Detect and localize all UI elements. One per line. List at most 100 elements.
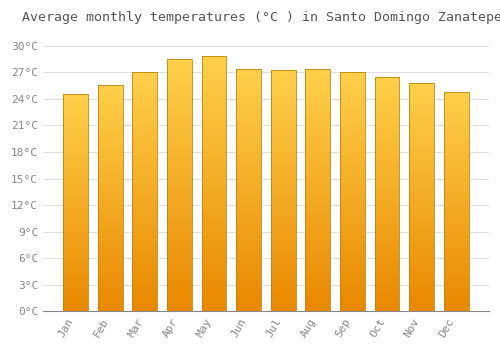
- Bar: [374, 293, 400, 295]
- Bar: [236, 91, 261, 94]
- Bar: [167, 304, 192, 307]
- Bar: [98, 169, 122, 171]
- Bar: [444, 221, 468, 224]
- Bar: [167, 180, 192, 183]
- Bar: [202, 235, 226, 237]
- Bar: [167, 74, 192, 77]
- Bar: [409, 206, 434, 209]
- Bar: [306, 234, 330, 237]
- Bar: [98, 205, 122, 208]
- Bar: [409, 236, 434, 238]
- Bar: [236, 149, 261, 152]
- Bar: [444, 147, 468, 149]
- Bar: [63, 138, 88, 140]
- Bar: [374, 208, 400, 210]
- Bar: [409, 266, 434, 268]
- Bar: [167, 218, 192, 220]
- Bar: [98, 160, 122, 162]
- Bar: [132, 127, 158, 130]
- Bar: [236, 178, 261, 181]
- Bar: [202, 286, 226, 288]
- Bar: [98, 302, 122, 305]
- Bar: [98, 113, 122, 115]
- Bar: [271, 261, 295, 263]
- Bar: [202, 146, 226, 148]
- Bar: [374, 112, 400, 114]
- Bar: [340, 225, 365, 228]
- Bar: [132, 240, 158, 242]
- Bar: [132, 189, 158, 192]
- Bar: [409, 94, 434, 97]
- Bar: [132, 266, 158, 268]
- Bar: [202, 66, 226, 69]
- Bar: [409, 135, 434, 138]
- Bar: [374, 283, 400, 286]
- Bar: [374, 269, 400, 272]
- Bar: [63, 233, 88, 236]
- Bar: [236, 263, 261, 266]
- Bar: [409, 213, 434, 215]
- Bar: [444, 246, 468, 248]
- Bar: [236, 285, 261, 287]
- Bar: [306, 282, 330, 285]
- Bar: [409, 161, 434, 163]
- Bar: [132, 201, 158, 204]
- Bar: [132, 118, 158, 120]
- Bar: [340, 259, 365, 261]
- Bar: [132, 72, 158, 312]
- Bar: [202, 176, 226, 179]
- Bar: [167, 140, 192, 142]
- Bar: [444, 96, 468, 98]
- Bar: [236, 253, 261, 256]
- Bar: [236, 135, 261, 137]
- Bar: [374, 227, 400, 229]
- Bar: [306, 137, 330, 140]
- Bar: [374, 142, 400, 145]
- Bar: [236, 161, 261, 164]
- Bar: [63, 192, 88, 194]
- Bar: [236, 137, 261, 140]
- Bar: [340, 154, 365, 156]
- Bar: [236, 171, 261, 174]
- Bar: [444, 263, 468, 265]
- Bar: [271, 198, 295, 201]
- Bar: [63, 142, 88, 144]
- Bar: [63, 103, 88, 105]
- Bar: [374, 225, 400, 227]
- Bar: [132, 101, 158, 103]
- Bar: [202, 115, 226, 118]
- Bar: [409, 147, 434, 149]
- Bar: [340, 161, 365, 163]
- Bar: [306, 292, 330, 295]
- Bar: [409, 188, 434, 190]
- Bar: [444, 120, 468, 122]
- Bar: [167, 89, 192, 92]
- Bar: [444, 206, 468, 208]
- Bar: [271, 126, 295, 128]
- Bar: [374, 272, 400, 274]
- Bar: [63, 209, 88, 211]
- Bar: [236, 183, 261, 186]
- Bar: [409, 298, 434, 300]
- Bar: [167, 69, 192, 71]
- Bar: [306, 263, 330, 266]
- Bar: [409, 195, 434, 197]
- Bar: [167, 241, 192, 243]
- Bar: [236, 222, 261, 224]
- Bar: [340, 149, 365, 151]
- Bar: [409, 101, 434, 103]
- Bar: [374, 300, 400, 302]
- Bar: [409, 172, 434, 174]
- Bar: [444, 103, 468, 105]
- Bar: [202, 255, 226, 258]
- Bar: [236, 200, 261, 203]
- Bar: [98, 271, 122, 273]
- Bar: [236, 72, 261, 74]
- Bar: [409, 170, 434, 172]
- Bar: [202, 245, 226, 248]
- Bar: [132, 209, 158, 211]
- Bar: [306, 145, 330, 147]
- Bar: [236, 302, 261, 304]
- Bar: [340, 211, 365, 213]
- Bar: [306, 91, 330, 94]
